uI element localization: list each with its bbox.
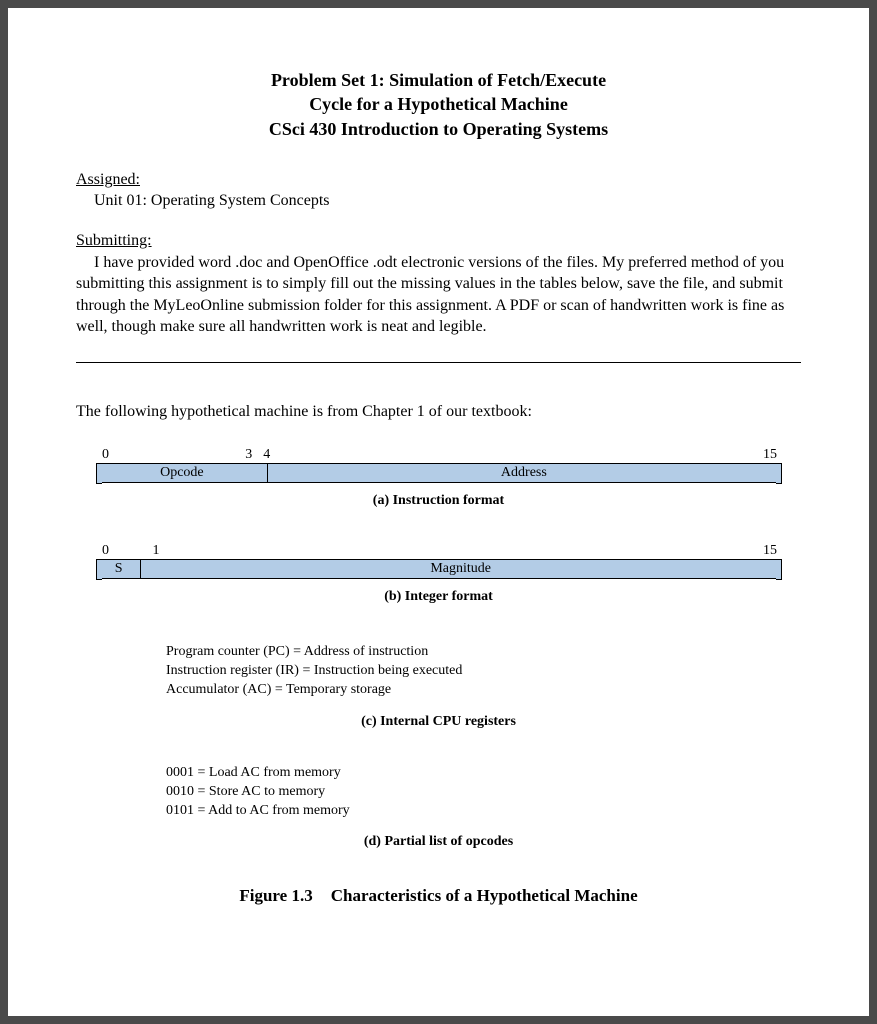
format-b-cell-s: S xyxy=(97,560,141,578)
format-a-caption: (a) Instruction format xyxy=(96,493,781,509)
format-b-cell-magnitude: Magnitude xyxy=(141,560,780,578)
bit-15: 15 xyxy=(763,543,777,559)
figure-1-3: 0 3 4 15 Opcode Address (a) Instruction … xyxy=(76,447,801,906)
format-b-caption: (b) Integer format xyxy=(96,589,781,605)
tick-left xyxy=(96,463,102,484)
registers-caption: (c) Internal CPU registers xyxy=(96,714,781,730)
register-line: Accumulator (AC) = Temporary storage xyxy=(166,681,781,700)
format-a-cell-address: Address xyxy=(268,464,780,482)
tick-right xyxy=(776,463,782,484)
submitting-label: Submitting: xyxy=(76,230,801,252)
opcode-line: 0010 = Store AC to memory xyxy=(166,783,781,802)
cell-label: Opcode xyxy=(160,465,204,480)
intro-text: The following hypothetical machine is fr… xyxy=(76,403,801,421)
bit-1: 1 xyxy=(153,543,160,559)
opcode-list: 0001 = Load AC from memory 0010 = Store … xyxy=(166,764,781,821)
tick-right xyxy=(776,559,782,580)
register-line: Instruction register (IR) = Instruction … xyxy=(166,662,781,681)
assigned-text: Unit 01: Operating System Concepts xyxy=(76,190,801,212)
cell-label: Address xyxy=(501,465,547,480)
bit-15: 15 xyxy=(763,447,777,463)
figure-title: Figure 1.3 Characteristics of a Hypotheti… xyxy=(96,886,781,906)
opcode-line: 0101 = Add to AC from memory xyxy=(166,802,781,821)
register-line: Program counter (PC) = Address of instru… xyxy=(166,643,781,662)
format-a-bit-labels: 0 3 4 15 xyxy=(96,447,781,463)
opcode-line: 0001 = Load AC from memory xyxy=(166,764,781,783)
title-line-3: CSci 430 Introduction to Operating Syste… xyxy=(76,117,801,141)
format-b-bar: S Magnitude xyxy=(96,559,781,579)
opcodes-caption: (d) Partial list of opcodes xyxy=(96,834,781,850)
horizontal-rule xyxy=(76,362,801,363)
submitting-section: Submitting: I have provided word .doc an… xyxy=(76,230,801,338)
bit-0: 0 xyxy=(102,447,109,463)
tick-left xyxy=(96,559,102,580)
format-a-cell-opcode: Opcode xyxy=(97,464,268,482)
assigned-section: Assigned: Unit 01: Operating System Conc… xyxy=(76,169,801,212)
cell-label: Magnitude xyxy=(430,561,491,576)
title-line-2: Cycle for a Hypothetical Machine xyxy=(76,92,801,116)
bit-4: 4 xyxy=(263,447,270,463)
submitting-text-content: I have provided word .doc and OpenOffice… xyxy=(76,254,784,336)
figure-number: Figure 1.3 xyxy=(239,886,312,905)
document-page: Problem Set 1: Simulation of Fetch/Execu… xyxy=(8,8,869,1016)
format-a-bar: Opcode Address xyxy=(96,463,781,483)
submitting-text: I have provided word .doc and OpenOffice… xyxy=(76,252,801,338)
assigned-label: Assigned: xyxy=(76,169,801,191)
title-line-1: Problem Set 1: Simulation of Fetch/Execu… xyxy=(76,68,801,92)
register-definitions: Program counter (PC) = Address of instru… xyxy=(166,643,781,700)
bit-3: 3 xyxy=(245,447,252,463)
figure-name: Characteristics of a Hypothetical Machin… xyxy=(331,886,638,905)
format-b-bit-labels: 0 1 15 xyxy=(96,543,781,559)
bit-0: 0 xyxy=(102,543,109,559)
title-block: Problem Set 1: Simulation of Fetch/Execu… xyxy=(76,68,801,141)
cell-label: S xyxy=(115,561,123,576)
